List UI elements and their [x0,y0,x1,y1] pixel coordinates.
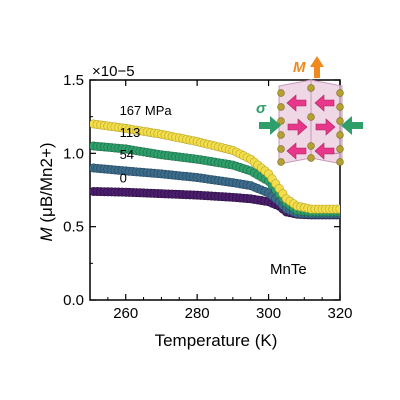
atom-site [277,117,285,125]
crystal-structure-inset: M σ [256,56,363,166]
series-label: 113 [120,125,141,140]
y-tick-label: 0.5 [63,219,84,236]
x-tick-label: 320 [327,305,352,322]
atom-site [277,89,285,97]
y-tick-label: 1.5 [63,72,84,89]
x-tick-label: 300 [256,305,281,322]
x-tick-label: 260 [113,305,138,322]
spin-arrow-left-icon [286,94,307,112]
spin-arrow-right-icon [315,118,336,136]
y-axis-label-units: (μB/Mn2+) [37,142,56,222]
y-axis-label-symbol: M [37,227,56,242]
stress-arrow-right-icon [341,116,363,135]
spin-arrow-right-icon [287,118,308,136]
y-tick-label: 1.0 [63,145,84,162]
series-label: 167 MPa [120,103,173,118]
moment-label: M [293,59,306,76]
atom-site [336,103,344,111]
spin-arrow-left-icon [314,142,335,160]
atom-site [307,154,315,162]
series-label: 0 [120,170,127,185]
series-167-mpa [90,119,340,214]
spin-arrow-left-icon [286,142,307,160]
y-scale-factor: ×10−5 [92,63,135,80]
atom-site [336,131,344,139]
data-point [335,204,340,214]
atom-sites [277,84,344,166]
x-axis-label: Temperature (K) [155,331,278,350]
atom-site [307,142,315,150]
data-series [90,119,340,220]
stress-arrow-left-icon [259,116,281,135]
y-axis-ticks: 0.0 0.5 1.0 1.5 [63,72,340,309]
atom-site [336,89,344,97]
atom-site [336,117,344,125]
atom-site [277,131,285,139]
atom-site [277,103,285,111]
y-tick-label: 0.0 [63,292,84,309]
atom-site [336,158,344,166]
atom-site [307,84,315,92]
stress-label: σ [256,100,267,117]
sample-label: MnTe [270,261,307,278]
atom-site [336,145,344,153]
series-labels: 0 54 113 167 MPa [120,103,173,185]
spin-arrow-left-icon [314,94,335,112]
spin-arrows [286,94,336,160]
x-axis-ticks: 260 280 300 320 [89,80,353,322]
atom-site [277,158,285,166]
series-label: 54 [120,147,134,162]
moment-arrow-icon [310,56,324,78]
atom-site [307,113,315,121]
atom-site [277,145,285,153]
x-tick-label: 280 [185,305,210,322]
y-axis-label: M (μB/Mn2+) [37,142,56,241]
